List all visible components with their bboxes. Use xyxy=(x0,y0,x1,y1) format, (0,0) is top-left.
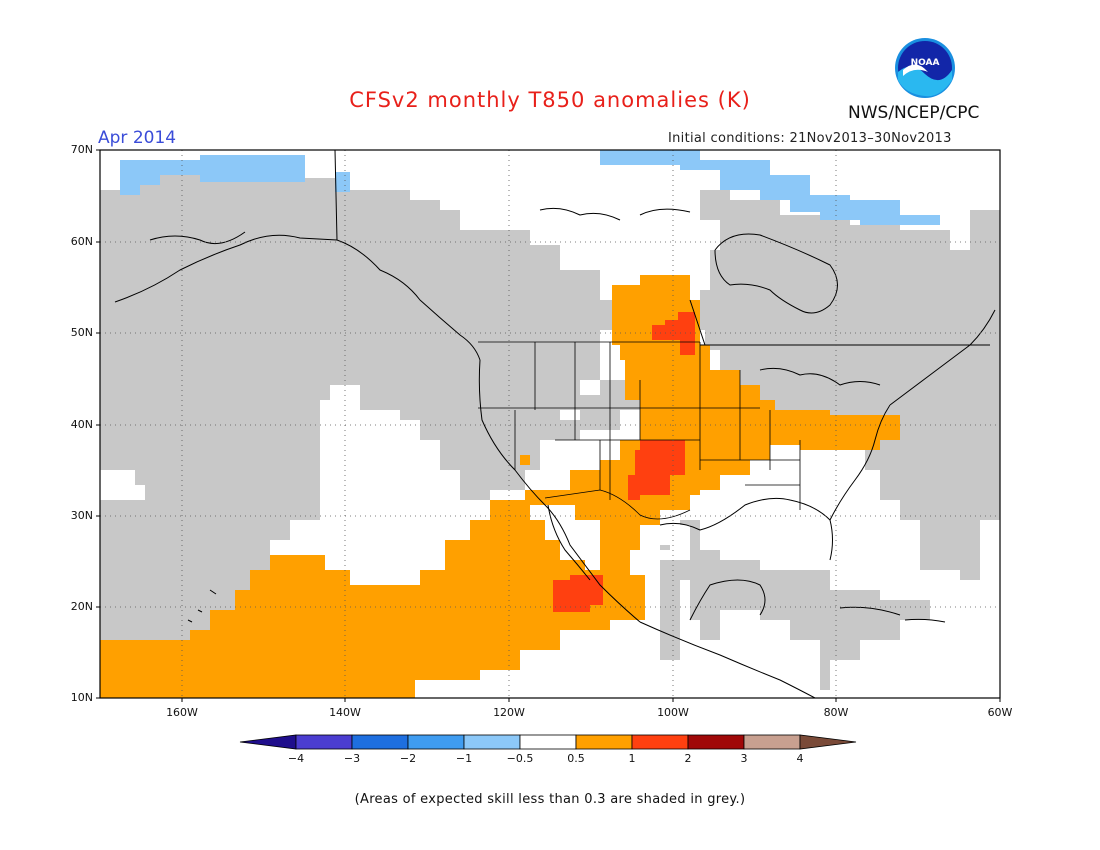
colorbar-label: −2 xyxy=(399,752,417,765)
lat-label: 50N xyxy=(70,326,93,339)
colorbar-label: 3 xyxy=(740,752,748,765)
strong-anomaly-region xyxy=(553,312,695,612)
lon-label: 80W xyxy=(823,706,849,719)
forecast-month: Apr 2014 xyxy=(98,128,177,148)
negative-anomaly-region xyxy=(120,150,940,225)
coastlines xyxy=(114,150,996,698)
lon-label: 160W xyxy=(166,706,198,719)
chart-title: CFSv2 monthly T850 anomalies (K) xyxy=(349,88,751,112)
skill-footnote: (Areas of expected skill less than 0.3 a… xyxy=(354,792,746,807)
colorbar-label: −3 xyxy=(343,752,361,765)
lat-label: 40N xyxy=(70,418,93,431)
lat-label: 10N xyxy=(70,691,93,704)
lon-label: 60W xyxy=(987,706,1013,719)
colorbar-label: −0.5 xyxy=(506,752,534,765)
lat-label: 20N xyxy=(70,600,93,613)
map-frame xyxy=(99,149,1001,699)
colorbar-label: 2 xyxy=(684,752,692,765)
lat-lon-grid xyxy=(100,150,1000,698)
colorbar-label: 1 xyxy=(628,752,636,765)
lon-label: 140W xyxy=(329,706,361,719)
colorbar-label: 4 xyxy=(796,752,804,765)
lon-label: 120W xyxy=(493,706,525,719)
lon-label: 100W xyxy=(657,706,689,719)
political-borders xyxy=(478,341,801,520)
colorbar-label: −4 xyxy=(287,752,305,765)
lat-label: 70N xyxy=(70,143,93,156)
initial-conditions: Initial conditions: 21Nov2013–30Nov2013 xyxy=(668,131,952,146)
lat-label: 30N xyxy=(70,509,93,522)
neutral-region-inner xyxy=(530,455,850,570)
agency-label: NWS/NCEP/CPC xyxy=(848,103,980,123)
colorbar-label: 0.5 xyxy=(567,752,585,765)
colorbar-label: −1 xyxy=(455,752,473,765)
lat-label: 60N xyxy=(70,235,93,248)
